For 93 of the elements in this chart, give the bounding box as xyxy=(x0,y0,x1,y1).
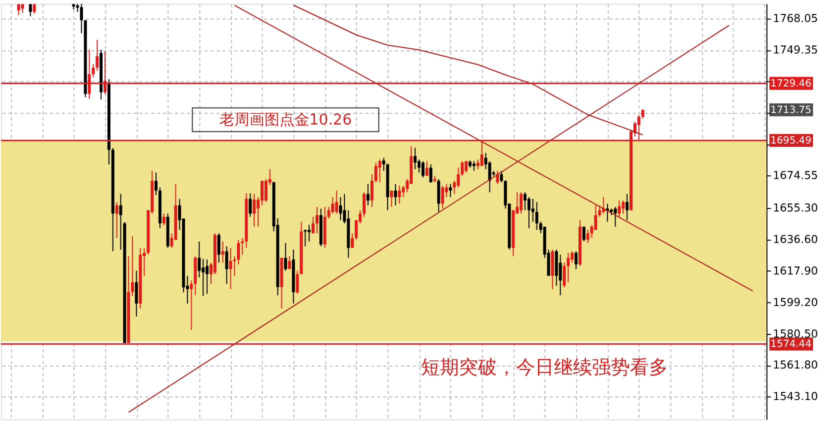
candlestick xyxy=(535,202,538,230)
candlestick xyxy=(331,196,334,214)
candlestick xyxy=(202,258,205,296)
candlestick xyxy=(622,200,625,214)
candlestick xyxy=(366,184,370,206)
candlestick xyxy=(362,192,366,218)
candlestick xyxy=(394,184,397,206)
candlestick xyxy=(421,160,424,178)
candlestick xyxy=(437,178,440,212)
candlestick xyxy=(558,254,562,296)
candlestick xyxy=(80,4,83,34)
candlestick xyxy=(260,180,264,206)
candlestick xyxy=(382,157,386,172)
candlestick xyxy=(402,185,405,198)
y-tick-label: 1580.50 xyxy=(772,327,818,340)
candlestick xyxy=(316,206,318,234)
candlestick xyxy=(614,206,617,228)
ref-line-label: 1729.46 xyxy=(770,78,812,90)
y-tick-label: 1543.10 xyxy=(772,390,818,404)
candlestick xyxy=(418,158,421,174)
candlestick xyxy=(252,193,256,228)
candlestick xyxy=(162,213,166,226)
candlestick xyxy=(414,147,417,170)
candlestick xyxy=(284,242,288,272)
candlestick xyxy=(198,241,201,278)
y-tick-label: 1599.20 xyxy=(772,296,818,309)
candlestick xyxy=(500,170,503,183)
candlestick xyxy=(370,174,374,208)
candlestick xyxy=(374,162,378,183)
y-tick-label: 1768.05 xyxy=(772,12,818,25)
y-tick-label: 1561.80 xyxy=(772,358,818,372)
candlestick xyxy=(119,193,122,250)
candlestick xyxy=(378,158,382,183)
candlestick xyxy=(472,160,476,172)
ref-line-label: 1695.49 xyxy=(770,135,812,146)
candlestick xyxy=(296,270,299,294)
ref-line-label: 1574.44 xyxy=(770,338,812,350)
candlestick xyxy=(637,114,640,140)
candlestick xyxy=(531,198,534,222)
candlestick xyxy=(308,224,311,242)
candlestick xyxy=(476,158,480,170)
candlestick xyxy=(288,256,291,270)
candlestick xyxy=(598,204,602,218)
text: 1713.75 xyxy=(770,104,812,116)
annotation: 短期突破，今日继续强势看多 xyxy=(420,356,668,379)
candlestick xyxy=(206,259,209,294)
candlestick xyxy=(217,232,220,264)
candlestick xyxy=(335,190,338,214)
candlestick xyxy=(221,241,224,264)
candlestick xyxy=(32,4,36,14)
candlestick xyxy=(131,236,134,296)
candlestick xyxy=(586,229,590,244)
candlestick xyxy=(520,192,523,214)
candlestick xyxy=(574,250,578,270)
candlestick xyxy=(229,247,232,290)
candlestick xyxy=(626,193,629,221)
candlestick xyxy=(429,164,432,183)
candlestick xyxy=(339,196,342,221)
candlestick xyxy=(233,256,236,276)
candlestick xyxy=(464,160,468,174)
candlestick xyxy=(225,246,228,284)
candlestick xyxy=(21,4,24,14)
candlestick xyxy=(582,226,586,242)
candlestick xyxy=(28,4,32,17)
candlestick xyxy=(134,270,138,317)
candlestick xyxy=(480,140,484,167)
candlestick xyxy=(398,185,401,204)
y-tick-label: 1655.30 xyxy=(772,202,818,215)
candlestick xyxy=(496,170,500,185)
candlestick xyxy=(236,239,240,265)
candlestick xyxy=(115,202,118,238)
candlestick xyxy=(154,172,158,196)
candlestick xyxy=(240,237,244,256)
candlestick xyxy=(350,232,354,248)
candlestick xyxy=(524,192,527,211)
candlestick xyxy=(448,184,452,198)
annotation: 老周画图点金10.26 xyxy=(219,110,352,129)
candlestick xyxy=(527,196,530,229)
candlestick xyxy=(441,185,444,210)
y-tick-label: 1617.90 xyxy=(772,264,818,278)
candlestick xyxy=(570,250,574,264)
y-tick-label: 1749.35 xyxy=(772,43,818,56)
candlestick xyxy=(304,229,307,247)
y-tick-label: 1674.55 xyxy=(772,169,818,182)
candlestick xyxy=(264,178,268,202)
candlestick xyxy=(425,160,428,176)
candlestick xyxy=(390,190,394,208)
candlestick xyxy=(17,4,20,16)
y-tick-label: 1636.60 xyxy=(772,232,818,246)
candlestick xyxy=(96,39,99,72)
candlestick xyxy=(190,280,193,330)
candlestick xyxy=(327,206,330,219)
candlestick xyxy=(312,216,315,234)
